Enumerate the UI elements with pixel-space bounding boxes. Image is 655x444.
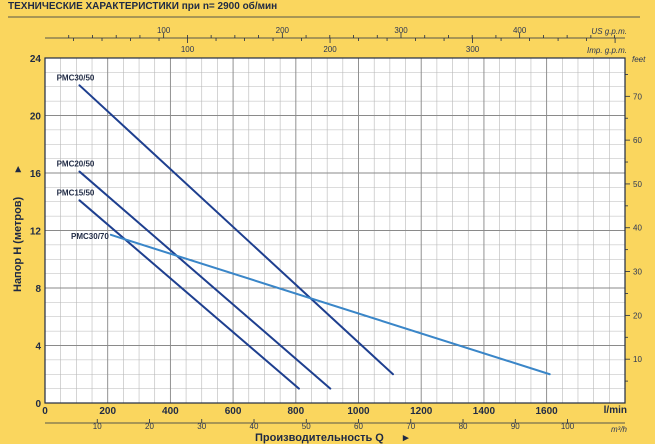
m3h-tick-label: 40 (250, 422, 259, 431)
y-tick-label: 4 (35, 342, 41, 353)
series-line-pmc15-50 (78, 199, 300, 390)
plot-frame (8, 16, 640, 424)
series-line-pmc30-50 (78, 84, 394, 376)
plot-border (44, 57, 626, 404)
y-tick-label: 0 (35, 399, 41, 410)
series-label: PMC30/70 (71, 232, 109, 241)
x-tick-label: 1200 (410, 406, 433, 417)
series-line-pmc30-70 (109, 233, 551, 376)
feet-unit-label: feet (632, 55, 646, 64)
m3h-tick-label: 90 (511, 422, 520, 431)
series-label: PMC20/50 (57, 160, 95, 169)
gpm-tick-label: 200 (276, 26, 290, 35)
chart-title: ТЕХНИЧЕСКИЕ ХАРАКТЕРИСТИКИ при n= 2900 о… (8, 1, 278, 12)
feet-tick-label: 50 (633, 180, 642, 189)
gpm-unit-label: US g.p.m. (591, 27, 627, 36)
x-axis-arrow-icon: ▸ (402, 432, 409, 444)
right-axis: 10 20 30 40 50 60 70 feet (625, 55, 646, 382)
feet-tick-label: 60 (633, 136, 642, 145)
feet-tick-label: 20 (633, 311, 642, 320)
series-label: PMC15/50 (57, 188, 95, 197)
m3h-unit-label: m³/h (611, 425, 628, 434)
m3h-tick-label: 100 (561, 422, 575, 431)
m3h-tick-label: 20 (145, 422, 154, 431)
y-axis-label: Напор H (метров) (12, 196, 24, 292)
gpm-tick-label: 100 (157, 26, 171, 35)
gpm-unit-label: Imp. g.p.m. (587, 46, 627, 55)
top-axis: 100 200 300 400 US g.p.m. 100 200 300 Imp. g.p.m… (68, 26, 627, 55)
bottom-axis: 0 200 400 600 800 1000 1200 1400 1600 l/min 10 20 30… (42, 405, 627, 434)
x-tick-label: 600 (225, 406, 242, 417)
gpm-tick-label: 200 (323, 45, 337, 54)
m3h-tick-label: 50 (302, 422, 311, 431)
y-tick-label: 16 (30, 169, 42, 180)
feet-tick-label: 10 (633, 355, 642, 364)
y-tick-label: 12 (30, 227, 42, 238)
x-tick-label: 200 (99, 406, 116, 417)
y-tick-label: 24 (30, 54, 42, 65)
series-layer: PMC30/50 PMC20/50 PMC15/50 PMC30/70 (57, 73, 551, 390)
y-tick-label: 8 (35, 284, 41, 295)
m3h-tick-label: 70 (406, 422, 415, 431)
y-axis-arrow-icon: ▸ (12, 166, 24, 173)
series-label: PMC30/50 (57, 73, 95, 82)
series-line-pmc20-50 (78, 170, 332, 390)
left-axis: 0 4 8 12 16 20 24 (30, 54, 42, 410)
x-axis-label: Производительность Q (255, 432, 384, 444)
x-tick-label: 1000 (347, 406, 370, 417)
gpm-tick-label: 300 (394, 26, 408, 35)
m3h-tick-label: 60 (354, 422, 363, 431)
m3h-tick-label: 10 (93, 422, 102, 431)
y-tick-label: 20 (30, 112, 42, 123)
feet-tick-label: 30 (633, 268, 642, 277)
gpm-tick-label: 300 (466, 45, 480, 54)
x-tick-label: 400 (162, 406, 179, 417)
x-unit-label: l/min (604, 405, 627, 416)
x-tick-label: 0 (42, 406, 48, 417)
x-tick-label: 1400 (473, 406, 496, 417)
x-tick-label: 800 (287, 406, 304, 417)
feet-tick-label: 40 (633, 224, 642, 233)
x-tick-label: 1600 (535, 406, 558, 417)
m3h-tick-label: 80 (459, 422, 468, 431)
m3h-tick-label: 30 (197, 422, 206, 431)
feet-tick-label: 70 (633, 92, 642, 101)
gpm-tick-label: 100 (181, 45, 195, 54)
gpm-tick-label: 400 (513, 26, 527, 35)
